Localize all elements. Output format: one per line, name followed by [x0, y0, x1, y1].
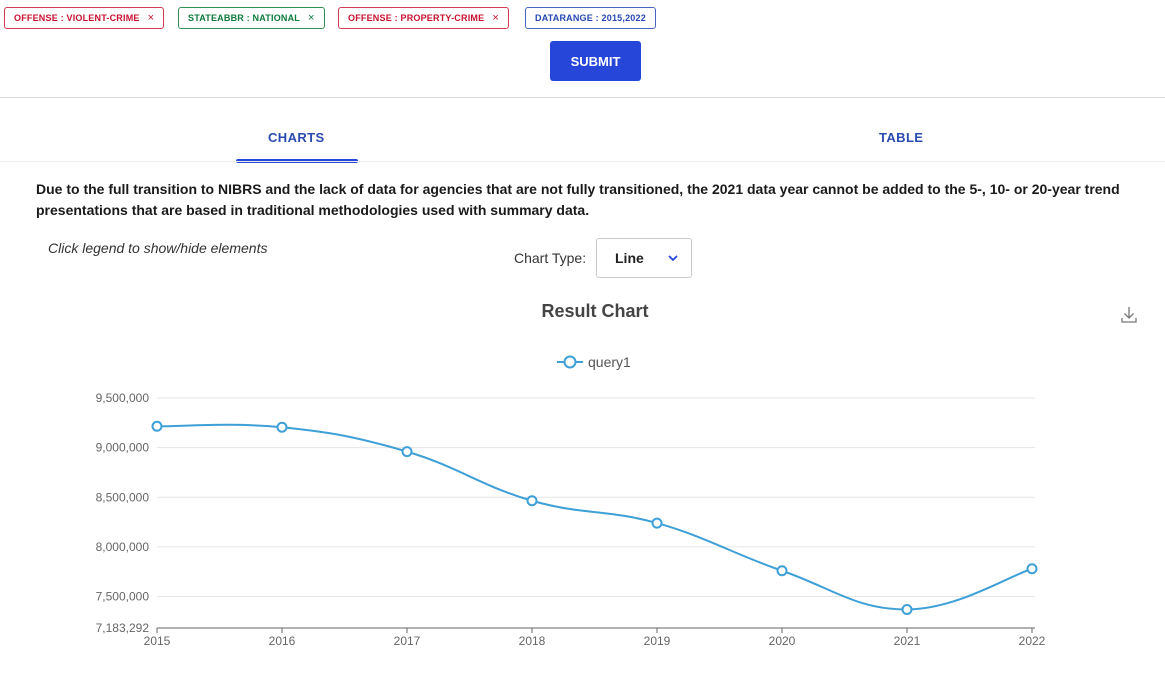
submit-button[interactable]: SUBMIT — [550, 41, 641, 81]
x-tick-label: 2021 — [894, 634, 921, 648]
filter-chip-daterange: DATARANGE : 2015,2022 — [525, 7, 656, 29]
filter-chip-label: STATEABBR : NATIONAL — [188, 13, 300, 23]
data-point-2016[interactable] — [276, 421, 288, 433]
x-tick-label: 2015 — [144, 634, 171, 648]
filter-chip-label: OFFENSE : PROPERTY-CRIME — [348, 13, 485, 23]
x-tick-label: 2020 — [769, 634, 796, 648]
x-tick-label: 2022 — [1019, 634, 1046, 648]
y-tick-label: 8,000,000 — [96, 540, 150, 554]
chart-type-value: Line — [615, 250, 644, 266]
legend-hint: Click legend to show/hide elements — [48, 240, 268, 256]
data-point-2021[interactable] — [901, 603, 913, 615]
legend-label-query1: query1 — [588, 354, 631, 370]
y-tick-label: 8,500,000 — [96, 490, 150, 504]
filter-chip-label: OFFENSE : VIOLENT-CRIME — [14, 13, 140, 23]
remove-filter-icon[interactable]: × — [308, 12, 315, 24]
chart-type-label: Chart Type: — [514, 250, 587, 266]
filter-chip-national: STATEABBR : NATIONAL × — [178, 7, 325, 29]
data-point-2015[interactable] — [151, 420, 163, 432]
y-tick-label: 7,183,292 — [96, 621, 150, 635]
x-tick-label: 2019 — [644, 634, 671, 648]
chevron-down-icon — [668, 255, 678, 261]
chart-legend[interactable]: query1 — [557, 354, 631, 370]
tab-table[interactable]: TABLE — [879, 130, 924, 145]
legend-marker — [563, 355, 577, 369]
chart-title: Result Chart — [541, 301, 648, 321]
chart-type-select[interactable]: Line — [596, 238, 692, 278]
filter-chip-violent-crime: OFFENSE : VIOLENT-CRIME × — [4, 7, 165, 29]
y-tick-label: 7,500,000 — [96, 590, 150, 604]
tab-charts[interactable]: CHARTS — [268, 130, 325, 145]
x-tick-label: 2018 — [519, 634, 546, 648]
nibrs-notice: Due to the full transition to NIBRS and … — [36, 181, 1120, 218]
remove-filter-icon[interactable]: × — [147, 12, 155, 24]
data-point-2017[interactable] — [401, 446, 413, 458]
filter-chip-label: DATARANGE : 2015,2022 — [535, 13, 646, 23]
remove-filter-icon[interactable]: × — [492, 12, 499, 24]
divider — [0, 97, 1165, 98]
y-tick-label: 9,000,000 — [96, 441, 150, 455]
y-tick-label: 9,500,000 — [96, 391, 150, 405]
download-icon[interactable] — [1121, 306, 1137, 323]
tabs-divider — [0, 161, 1165, 162]
data-point-2020[interactable] — [776, 565, 788, 577]
x-tick-label: 2017 — [394, 634, 421, 648]
x-tick-label: 2016 — [269, 634, 296, 648]
data-point-2018[interactable] — [526, 495, 538, 507]
filter-chip-property-crime: OFFENSE : PROPERTY-CRIME × — [338, 7, 509, 29]
result-chart: Result Chart query1 7,183,292 7,500,000 8,… — [96, 301, 1137, 648]
series-line-query1 — [156, 423, 1033, 611]
data-point-2022[interactable] — [1026, 563, 1038, 575]
data-point-2019[interactable] — [651, 517, 663, 529]
